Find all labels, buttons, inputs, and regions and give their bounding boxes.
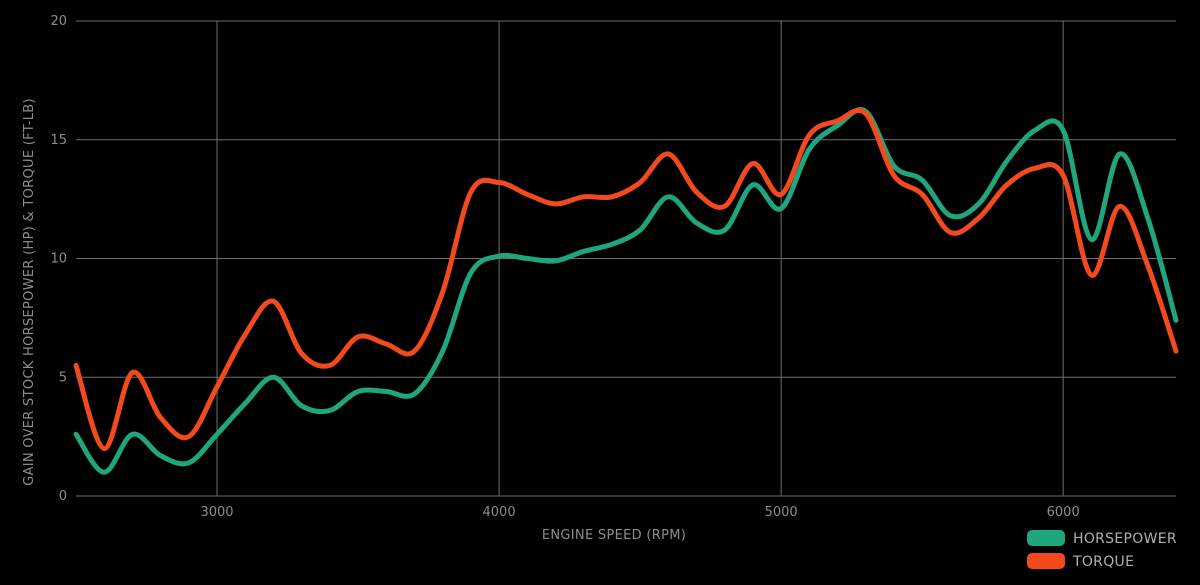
- series-line-torque: [73, 107, 1179, 452]
- x-tick-label: 4000: [483, 505, 516, 520]
- x-tick-label: 6000: [1047, 505, 1080, 520]
- y-tick-label: 10: [50, 252, 67, 267]
- grid-lines: [76, 20, 1176, 497]
- x-tick-label: 5000: [765, 505, 798, 520]
- legend: HORSEPOWER TORQUE: [1027, 530, 1177, 570]
- legend-swatch: [1027, 553, 1065, 569]
- series-line-horsepower: [73, 107, 1179, 475]
- y-tick-label: 0: [59, 489, 67, 504]
- y-tick-label: 15: [50, 133, 67, 148]
- x-axis-ticks: 3000 4000 5000 6000: [200, 505, 1079, 520]
- y-tick-label: 20: [50, 14, 67, 29]
- x-tick-label: 3000: [200, 505, 233, 520]
- legend-label: TORQUE: [1072, 554, 1134, 570]
- legend-label: HORSEPOWER: [1073, 531, 1177, 547]
- y-axis-ticks: 0 5 10 15 20: [50, 14, 67, 504]
- x-axis-label: ENGINE SPEED (RPM): [542, 528, 686, 543]
- y-axis-label: GAIN OVER STOCK HORSEPOWER (HP) & TORQUE…: [22, 98, 37, 486]
- series-lines: [73, 107, 1179, 475]
- y-tick-label: 5: [59, 370, 67, 385]
- legend-swatch: [1027, 530, 1065, 546]
